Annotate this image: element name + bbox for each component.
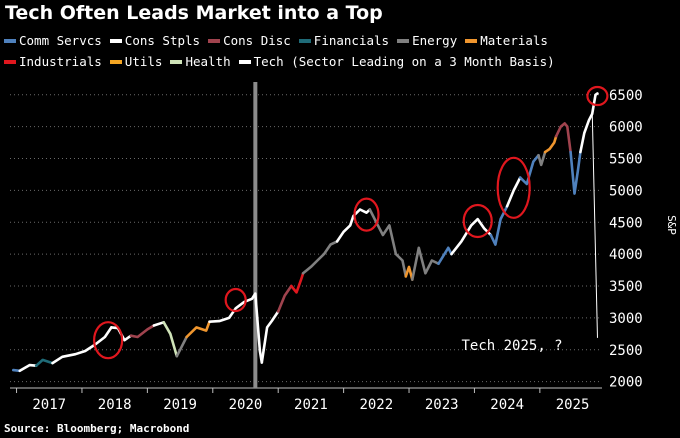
series-segment-tech [505,176,522,208]
x-tick-label: 2020 [229,397,263,413]
highlight-circle [462,203,493,239]
legend-label: Financials [313,33,390,48]
legend-item: Energy [397,33,457,48]
series-segment-tech [260,310,280,364]
legend-row: Industrials Utils Health Tech (Sector Leadi… [4,51,676,72]
y-tick-label: 6500 [609,88,643,104]
legend-label: Industrials [19,54,102,69]
legend-item: Industrials [4,54,102,69]
chart-legend: Comm Servcs Cons Stpls Cons Disc Financials… [4,30,676,72]
legend-label: Materials [480,33,548,48]
legend-label: Energy [412,33,458,48]
y-tick-label: 2000 [609,375,643,391]
legend-swatch [397,38,410,43]
series-segment-cons-disc [276,284,293,313]
y-tick-label: 6000 [609,120,643,136]
y-tick-label: 3000 [609,311,643,327]
x-tick-label: 2025 [556,397,590,413]
series-segment-comm-servcs [437,246,453,265]
x-tick-label: 2024 [490,397,524,413]
series-segment-materials [404,265,414,281]
legend-label: Cons Stpls [124,33,201,48]
annotation-arrow [591,110,598,338]
series-segment-materials [543,134,558,154]
chart-title: Tech Often Leads Market into a Top [5,2,383,24]
legend-swatch [109,59,122,64]
series-segment-cons-disc [554,122,572,154]
legend-swatch [4,59,16,64]
legend-item: Comm Servcs [4,33,102,48]
legend-item: Health [170,54,231,69]
y-tick-label: 4500 [609,215,643,231]
series-segment-energy [175,335,188,358]
legend-label: Cons Disc [223,33,291,48]
series-segment-comm-servcs [518,154,540,186]
x-tick-label: 2023 [425,397,459,413]
series-segment-tech [18,363,38,373]
series-segment-comm-servcs [569,150,582,195]
legend-swatch [465,38,478,43]
x-tick-label: 2018 [98,397,132,413]
legend-label: Utils [124,54,163,69]
legend-swatch [238,59,251,64]
series-segment-energy [411,246,440,281]
legend-item: Financials [298,33,390,48]
legend-label: Tech (Sector Leading on a 3 Month Basis) [253,54,555,69]
x-tick-label: 2021 [294,397,328,413]
highlight-circle [353,197,380,232]
series-segment-energy [368,208,408,278]
highlight-circle [496,156,531,219]
series-segment-tech [51,326,113,365]
series-segment-materials [185,320,211,339]
legend-item: Utils [109,54,163,69]
x-tick-label: 2017 [32,397,66,413]
y-tick-label: 5000 [609,183,643,199]
y-tick-label: 3500 [609,279,643,295]
legend-swatch [298,38,311,43]
annotation-text: Tech 2025, ? [461,338,562,354]
highlight-circle [224,287,247,313]
recession-shading [253,82,258,388]
series-segment-financials [34,358,54,367]
legend-swatch [4,38,16,43]
legend-item: Cons Disc [208,33,291,48]
legend-label: Health [185,54,231,69]
legend-swatch [109,38,122,43]
series-segment-health [162,321,179,358]
series-segment-tech [450,217,493,256]
legend-swatch [208,38,221,43]
highlight-circle [93,321,124,360]
series-segment-tech [335,208,372,243]
x-tick-label: 2022 [359,397,393,413]
series-segment-cons-disc [129,324,156,339]
series-segment-industrials [290,272,305,294]
legend-item: Materials [465,33,548,48]
x-tick-label: 2019 [163,397,197,413]
y-axis-label: S&P [665,215,678,235]
legend-row: Comm Servcs Cons Stpls Cons Disc Financials… [4,30,676,51]
legend-label: Comm Servcs [19,33,102,48]
y-tick-label: 2500 [609,343,643,359]
series-segment-tech [208,292,264,364]
series-segment-tech [152,321,165,327]
y-tick-label: 4000 [609,247,643,263]
series-segment-energy [537,150,547,167]
legend-item: Tech (Sector Leading on a 3 Month Basis) [238,54,555,69]
highlight-circle [586,85,609,107]
legend-item: Cons Stpls [109,33,201,48]
series-segment-energy [301,240,339,275]
y-tick-label: 5500 [609,152,643,168]
source-note: Source: Bloomberg; Macrobond [4,422,190,435]
legend-swatch [170,59,183,64]
series-segment-tech [579,92,599,154]
